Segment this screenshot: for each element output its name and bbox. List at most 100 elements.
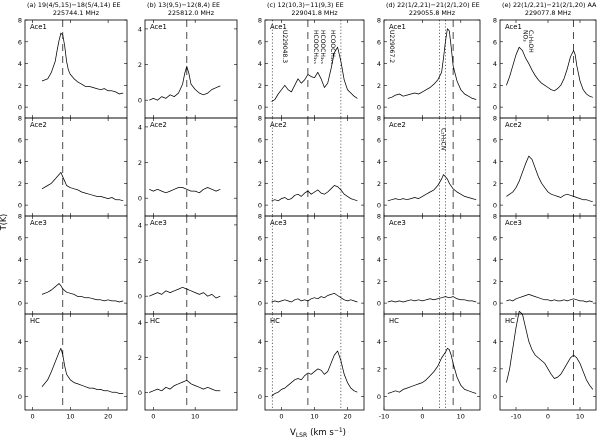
spectrum-line [387,28,477,100]
y-tick-label: 0 [493,393,497,401]
panel-frame [24,215,128,315]
panel-frame [383,313,481,411]
spectrum-line [41,283,124,303]
line-annotation: NO₃ [522,30,529,42]
panel-b-hc: 0 2 4 0 10 HC [138,313,238,421]
spectrum-line [149,187,221,194]
y-tick-label: 6 [258,136,262,144]
panel-frame [144,313,238,411]
panel-d-hc: 0 2 4 -10 0 10 HC [377,313,481,421]
panel-c-ace2: 0 2 4 6 8 Ace2 [258,115,365,217]
panel-frame [264,313,365,411]
y-tick-label: 6 [18,136,22,144]
source-label: Ace3 [270,219,287,227]
panel-c-ace3: 0 2 4 6 8 Ace3 [258,213,365,315]
panel-frame [499,215,597,315]
y-tick-label: 0 [493,300,497,308]
x-axis-label: VLSR (km s−1) [290,427,346,439]
y-tick-label: 2 [18,365,22,373]
spectrum-line [271,46,358,103]
spectrum-line [271,292,358,303]
spectrum-line [149,379,221,393]
y-tick-label: 2 [493,278,497,286]
y-tick-label: 2 [258,180,262,188]
column-title: (c) 12(10,3)−11(9,3) EE [267,1,344,9]
y-tick-label: 0 [493,202,497,210]
source-label: Ace3 [30,219,47,227]
y-tick-label: 8 [18,17,22,25]
panel-a-ace1: 0 2 4 6 8 Ace1 [18,17,128,119]
y-tick-label: 4 [138,25,142,33]
x-axis-label-units-exp: −1 [334,427,343,434]
x-tick-label: 0 [30,413,34,421]
y-tick-label: 2 [493,365,497,373]
y-tick-label: 6 [493,234,497,242]
y-tick-label: 0 [377,393,381,401]
y-tick-label: 0 [18,202,22,210]
y-tick-label: 4 [138,319,142,327]
y-axis-label: T(K) [0,214,8,231]
y-tick-label: 2 [18,180,22,188]
panel-frame [499,19,597,119]
panel-d-ace3: 0 2 4 6 8 Ace3 [377,213,481,315]
line-annotation: HCOOCH₃ᵥₛ [329,30,336,64]
y-tick-label: 8 [258,17,262,25]
source-label: Ace3 [389,219,406,227]
spectrum-line [387,347,477,394]
panel-frame [383,19,481,119]
column-frequency: 229077.8 MHz [525,9,572,17]
panel-c-hc: 0 2 4 0 10 20 HC [258,313,365,421]
column-frequency: 225812.0 MHz [168,9,215,17]
y-tick-label: 2 [258,82,262,90]
line-annotation: U229048.3 [281,30,288,63]
y-tick-label: 2 [377,278,381,286]
spectrum-line [41,172,124,202]
x-axis-label-close: ) [343,428,346,438]
panel-a-ace3: 0 2 4 6 8 Ace3 [18,213,128,315]
spectrum-line [506,310,594,390]
y-tick-label: 2 [138,61,142,69]
y-tick-label: 0 [377,104,381,112]
x-tick-label: 20 [104,413,112,421]
source-label: HC [389,317,399,325]
x-axis-label-main: V [290,428,296,438]
y-tick-label: 2 [377,82,381,90]
source-label: HC [30,317,40,325]
spectrum-line [149,65,221,101]
source-label: Ace1 [389,23,406,31]
line-annotation: HCOOCH₃ᵥₛ [319,30,326,64]
source-label: Ace1 [270,23,287,31]
y-tick-label: 4 [377,256,381,264]
y-tick-label: 4 [377,338,381,346]
y-tick-label: 4 [493,60,497,68]
y-tick-label: 0 [138,97,142,105]
panel-e-ace3: 0 2 4 6 8 Ace3 [493,213,597,315]
y-tick-label: 6 [493,38,497,46]
panel-b-ace2: 0 2 4 Ace2 [138,117,238,217]
y-tick-label: 8 [258,115,262,123]
x-tick-label: 10 [191,413,199,421]
panel-b-ace1: 0 2 4 Ace1 [138,19,238,119]
y-tick-label: 0 [377,300,381,308]
line-annotation: U229067.2 [388,30,395,63]
y-tick-label: 2 [18,278,22,286]
y-tick-label: 2 [258,365,262,373]
spectrum-line [41,347,124,394]
y-tick-label: 8 [493,115,497,123]
spectrum-line [387,296,477,303]
y-tick-label: 0 [377,202,381,210]
y-tick-label: 2 [493,82,497,90]
panel-frame [264,215,365,315]
spectrum-line [271,350,358,397]
column-title: (a) 19(4/5,15)−18(5/4,14) EE [27,1,121,9]
y-tick-label: 8 [493,213,497,221]
x-tick-label: 0 [279,413,283,421]
y-tick-label: 6 [377,38,381,46]
column-title: (d) 22(1/2,21)−21(2/1,20) EE [386,1,480,9]
source-label: Ace1 [30,23,47,31]
